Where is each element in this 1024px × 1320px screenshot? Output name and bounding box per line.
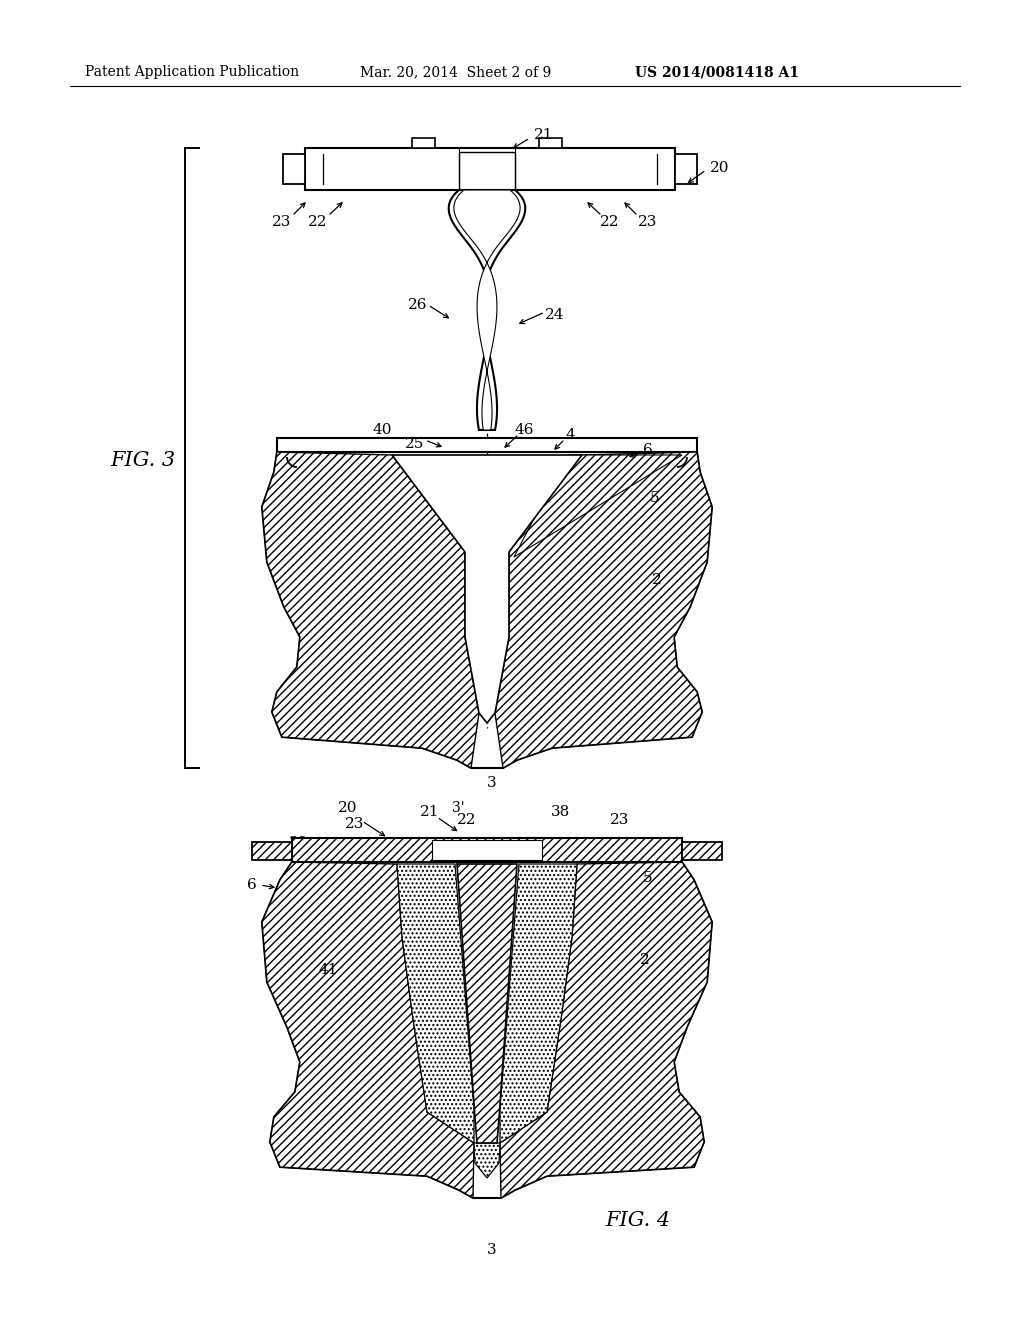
Text: 20: 20 bbox=[710, 161, 729, 176]
Text: 21: 21 bbox=[534, 128, 554, 143]
Text: 38: 38 bbox=[550, 805, 569, 818]
Polygon shape bbox=[262, 862, 712, 1199]
Text: 23: 23 bbox=[345, 817, 365, 832]
Text: 22: 22 bbox=[600, 215, 620, 228]
Polygon shape bbox=[262, 862, 474, 1199]
Polygon shape bbox=[283, 154, 305, 183]
Text: 40: 40 bbox=[373, 422, 392, 437]
Text: 46: 46 bbox=[514, 422, 534, 437]
Text: 38: 38 bbox=[518, 1061, 538, 1074]
Text: 41: 41 bbox=[318, 964, 338, 977]
Text: 24: 24 bbox=[496, 1113, 515, 1127]
Text: 38: 38 bbox=[289, 850, 307, 865]
Text: 6: 6 bbox=[643, 444, 653, 457]
Text: 6: 6 bbox=[247, 878, 257, 892]
Polygon shape bbox=[682, 842, 722, 861]
Text: 4: 4 bbox=[477, 587, 486, 602]
Polygon shape bbox=[278, 438, 697, 451]
Polygon shape bbox=[305, 148, 675, 190]
Text: 26: 26 bbox=[466, 205, 485, 219]
Text: 3: 3 bbox=[487, 1243, 497, 1257]
Text: 21: 21 bbox=[420, 805, 439, 818]
Polygon shape bbox=[392, 455, 582, 723]
Polygon shape bbox=[292, 838, 682, 862]
Text: 23: 23 bbox=[638, 215, 657, 228]
Text: 26: 26 bbox=[409, 298, 428, 312]
Polygon shape bbox=[495, 451, 712, 768]
Polygon shape bbox=[500, 865, 577, 1143]
Text: 5: 5 bbox=[650, 491, 659, 506]
Text: 24: 24 bbox=[545, 308, 565, 322]
Text: 38: 38 bbox=[546, 983, 564, 997]
Text: 4: 4 bbox=[565, 428, 574, 442]
Text: FIG. 3: FIG. 3 bbox=[110, 450, 175, 470]
Text: 47: 47 bbox=[451, 483, 470, 498]
Text: US 2014/0081418 A1: US 2014/0081418 A1 bbox=[635, 65, 799, 79]
Polygon shape bbox=[675, 154, 697, 183]
Text: 38: 38 bbox=[481, 1143, 499, 1158]
Text: 20: 20 bbox=[338, 801, 357, 814]
Text: Mar. 20, 2014  Sheet 2 of 9: Mar. 20, 2014 Sheet 2 of 9 bbox=[360, 65, 551, 79]
Polygon shape bbox=[262, 451, 712, 768]
Text: 22: 22 bbox=[308, 215, 328, 228]
Polygon shape bbox=[500, 862, 712, 1199]
Polygon shape bbox=[539, 139, 562, 148]
Polygon shape bbox=[412, 139, 435, 148]
Text: 38: 38 bbox=[289, 836, 307, 850]
Polygon shape bbox=[397, 865, 474, 1143]
Polygon shape bbox=[514, 455, 682, 557]
Polygon shape bbox=[454, 190, 520, 430]
Text: 25: 25 bbox=[406, 437, 425, 451]
Text: Patent Application Publication: Patent Application Publication bbox=[85, 65, 299, 79]
Polygon shape bbox=[262, 451, 479, 768]
Text: 5: 5 bbox=[643, 871, 653, 884]
Text: FIG. 4: FIG. 4 bbox=[605, 1210, 670, 1229]
Text: 2: 2 bbox=[640, 953, 650, 968]
Text: 3: 3 bbox=[487, 776, 497, 789]
Polygon shape bbox=[449, 190, 525, 430]
Polygon shape bbox=[457, 865, 517, 1143]
Text: 23: 23 bbox=[610, 813, 630, 828]
Polygon shape bbox=[474, 1143, 500, 1177]
Polygon shape bbox=[432, 840, 542, 861]
Polygon shape bbox=[459, 152, 515, 190]
Text: 2: 2 bbox=[652, 573, 662, 587]
Text: 23: 23 bbox=[272, 215, 292, 228]
Polygon shape bbox=[252, 842, 292, 861]
Text: 22: 22 bbox=[458, 813, 477, 828]
Text: 3': 3' bbox=[452, 801, 464, 814]
